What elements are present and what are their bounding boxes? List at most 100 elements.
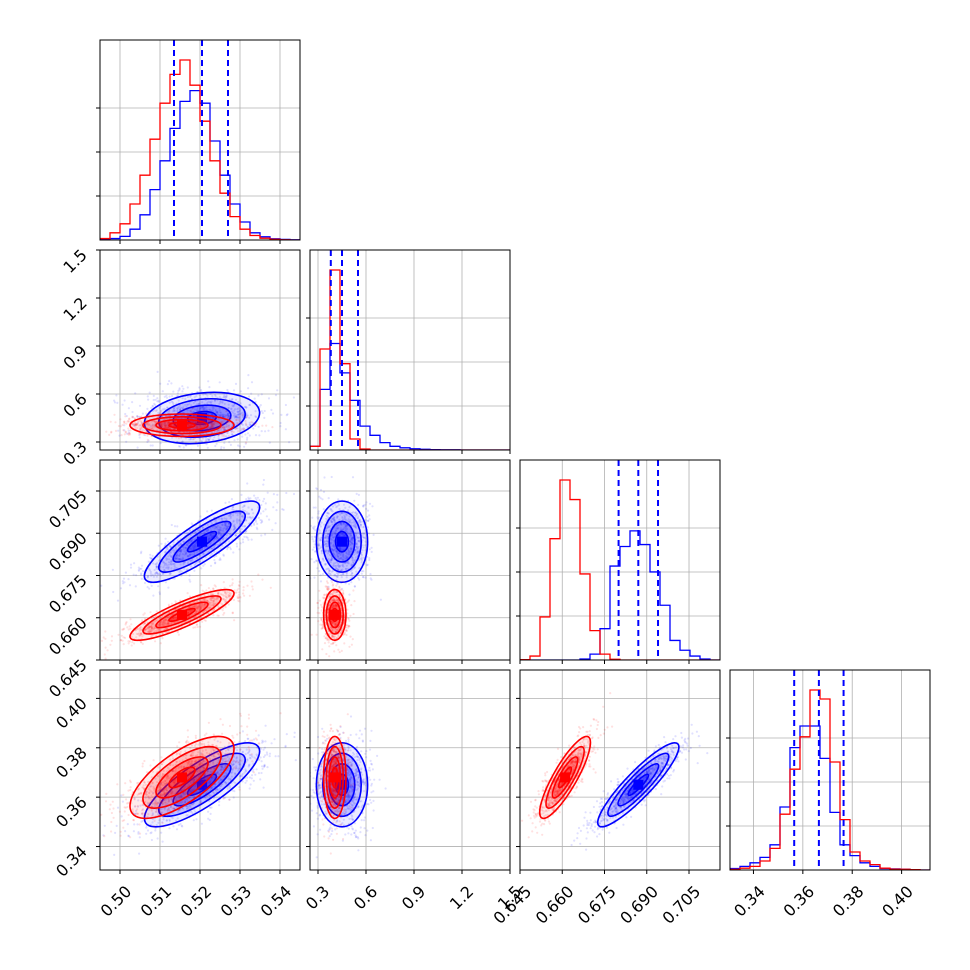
scatter-point <box>144 622 147 625</box>
scatter-point <box>195 606 198 609</box>
scatter-point <box>207 438 210 441</box>
scatter-point <box>255 498 258 502</box>
scatter-point <box>234 408 237 411</box>
scatter-point <box>212 407 215 410</box>
scatter-point <box>206 416 209 419</box>
scatter-point <box>226 414 229 417</box>
scatter-point <box>232 411 235 414</box>
scatter-point <box>170 560 173 563</box>
scatter-point <box>243 428 246 431</box>
scatter-point <box>175 554 178 557</box>
scatter-point <box>252 427 255 430</box>
scatter-point <box>230 433 234 436</box>
scatter-point <box>206 528 210 531</box>
scatter-point <box>110 639 113 642</box>
scatter-point <box>241 515 244 518</box>
scatter-point <box>137 568 140 571</box>
scatter-point <box>312 546 316 549</box>
scatter-point <box>185 444 188 447</box>
scatter-point <box>260 430 263 433</box>
scatter-point <box>274 522 277 525</box>
scatter-point <box>247 506 250 509</box>
scatter-point <box>207 412 210 415</box>
scatter-point <box>218 395 221 398</box>
scatter-point <box>127 420 130 423</box>
scatter-point <box>202 553 205 556</box>
scatter-point <box>272 506 275 509</box>
scatter-point <box>141 412 144 415</box>
scatter-point <box>207 538 211 541</box>
scatter-point <box>234 527 237 530</box>
scatter-point <box>211 425 214 428</box>
scatter-point <box>161 632 164 635</box>
scatter-point <box>157 572 160 575</box>
scatter-point <box>358 578 361 581</box>
scatter-point <box>197 421 200 424</box>
scatter-point <box>282 508 285 511</box>
scatter-point <box>149 611 152 614</box>
scatter-point <box>178 557 181 561</box>
scatter-point <box>197 605 200 609</box>
scatter-point <box>167 615 170 618</box>
scatter-point <box>200 606 203 609</box>
scatter-point <box>262 483 265 486</box>
scatter-point <box>318 495 321 498</box>
scatter-point <box>146 626 149 629</box>
scatter-point <box>202 564 205 567</box>
scatter-point <box>224 396 227 399</box>
scatter-point <box>227 412 230 415</box>
scatter-point <box>182 563 185 566</box>
scatter-point <box>215 442 218 445</box>
scatter-point <box>251 516 254 519</box>
scatter-point <box>213 393 217 396</box>
scatter-point <box>245 438 249 441</box>
scatter-point <box>137 424 140 427</box>
scatter-point <box>233 619 236 622</box>
scatter-point <box>202 393 205 396</box>
scatter-point <box>178 388 181 391</box>
scatter-point <box>167 540 170 543</box>
scatter-point <box>241 413 244 416</box>
scatter-point <box>212 587 215 591</box>
scatter-point <box>187 424 190 427</box>
scatter-point <box>181 385 184 388</box>
scatter-point <box>167 563 170 566</box>
scatter-point <box>150 623 153 626</box>
scatter-point <box>125 414 128 418</box>
scatter-point <box>338 586 341 589</box>
scatter-point <box>245 535 248 539</box>
scatter-point <box>209 436 212 439</box>
scatter-point <box>210 423 213 427</box>
scatter-point <box>324 585 327 588</box>
scatter-point <box>245 424 248 427</box>
scatter-point <box>271 412 275 415</box>
scatter-point <box>237 410 241 413</box>
scatter-point <box>184 551 187 554</box>
scatter-point <box>244 423 247 426</box>
scatter-point <box>195 409 198 412</box>
scatter-point <box>130 623 133 626</box>
scatter-point <box>177 554 181 557</box>
scatter-point <box>147 439 150 442</box>
scatter-point <box>206 607 209 610</box>
scatter-point <box>200 422 203 425</box>
scatter-point <box>169 545 172 548</box>
scatter-point <box>122 628 125 631</box>
scatter-point <box>203 424 206 427</box>
scatter-point <box>238 548 241 551</box>
scatter-point <box>197 403 200 406</box>
scatter-point <box>215 411 218 414</box>
scatter-point <box>168 421 171 424</box>
scatter-point <box>235 591 238 594</box>
scatter-point <box>190 522 193 525</box>
scatter-point <box>199 605 203 608</box>
scatter-point <box>236 410 240 413</box>
scatter-point <box>152 622 155 625</box>
scatter-point <box>229 533 232 536</box>
scatter-point <box>123 627 126 630</box>
scatter-point <box>154 563 157 566</box>
scatter-point <box>155 634 158 637</box>
scatter-point <box>195 623 199 626</box>
scatter-point <box>276 501 279 504</box>
scatter-point <box>221 422 224 426</box>
